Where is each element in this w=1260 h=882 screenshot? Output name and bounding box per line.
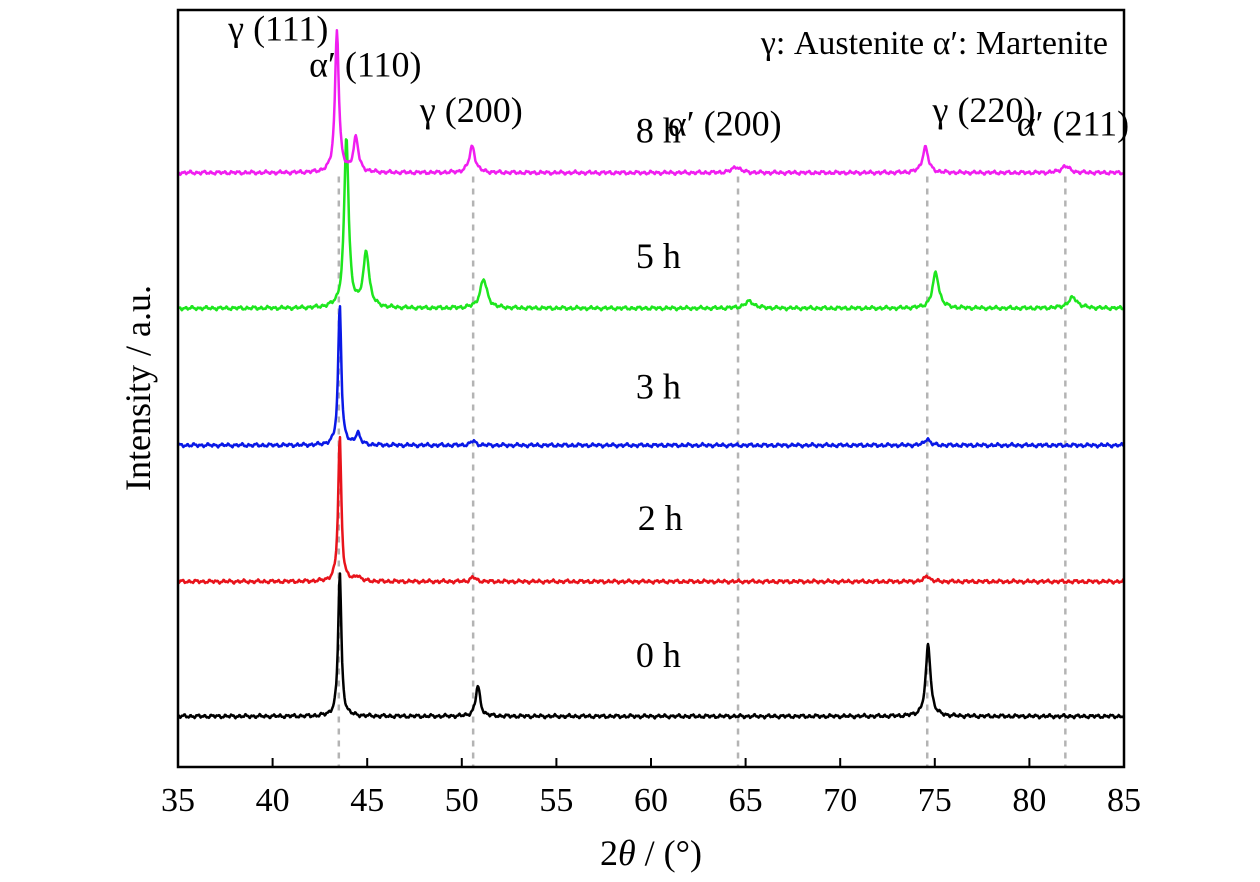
series-line-5h — [177, 138, 1125, 312]
peak-label: α′ (200) — [668, 104, 782, 144]
x-title-unit: / (°) — [636, 833, 702, 873]
series-label: 3 h — [636, 366, 681, 406]
peak-label: γ (220) — [932, 90, 1036, 130]
x-title-prefix: 2 — [600, 833, 618, 873]
series-line-8h — [177, 28, 1126, 177]
series-line-2h — [176, 435, 1125, 585]
series-label: 2 h — [638, 498, 683, 538]
y-axis-title: Intensity / a.u. — [118, 285, 158, 491]
x-axis-title: 2θ / (°) — [600, 833, 702, 873]
x-tick-label: 45 — [350, 782, 384, 819]
x-tick-label: 70 — [823, 782, 857, 819]
x-tick-label: 60 — [634, 782, 668, 819]
series-group: 0 h 2 h 3 h 5 h 8 h — [176, 28, 1126, 720]
series-line-0h — [177, 572, 1126, 720]
x-title-theta: θ — [618, 833, 636, 873]
x-tick-label: 50 — [445, 782, 479, 819]
annotations: γ (111)α′ (110) γ (200) α′ (200) γ (220)α′ … — [227, 8, 1129, 143]
peak-label: γ (111) — [227, 8, 328, 48]
peak-label: α′ (211) — [1017, 104, 1129, 144]
x-tick-label: 35 — [161, 782, 195, 819]
x-axis: 35 40 45 50 55 60 65 70 75 80 85 — [161, 758, 1141, 819]
reference-lines — [337, 176, 1067, 767]
legend-note: γ: Austenite α′: Martenite — [760, 25, 1108, 62]
x-tick-label: 80 — [1012, 782, 1046, 819]
series-label: 8 h — [636, 110, 681, 150]
x-tick-label: 55 — [539, 782, 573, 819]
series-line-3h — [176, 304, 1125, 449]
x-tick-label: 85 — [1107, 782, 1141, 819]
peak-label: α′ (110) — [309, 45, 421, 85]
x-tick-label: 65 — [729, 782, 763, 819]
x-tick-label: 40 — [256, 782, 290, 819]
series-label: 5 h — [636, 236, 681, 276]
series-label: 0 h — [636, 635, 681, 675]
peak-label: γ (200) — [419, 90, 523, 130]
x-tick-label: 75 — [918, 782, 952, 819]
